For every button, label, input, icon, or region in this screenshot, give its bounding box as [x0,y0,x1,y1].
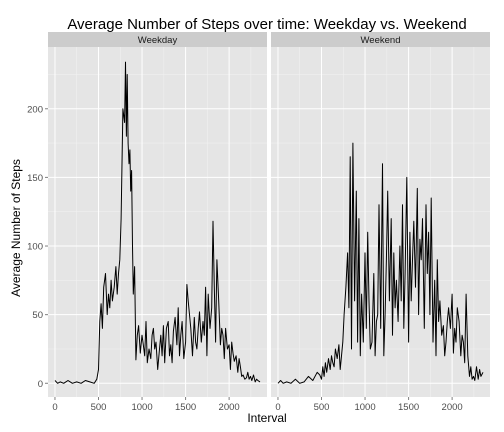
y-tick-label: 200 [27,104,43,115]
y-tick-label: 150 [27,173,43,184]
x-tick-label: 500 [91,402,107,413]
strip-label-weekend: Weekend [361,35,401,46]
x-tick-label: 1000 [354,402,375,413]
panel-background-weekend [271,47,490,397]
x-tick-label: 0 [275,402,280,413]
panels-group: Weekday 0 500 1000 1500 2000 0 50 100 150 200 Weeke… [27,32,490,413]
y-tick-label: 100 [27,242,43,253]
x-tick-label: 0 [52,402,57,413]
chart-title: Average Number of Steps over time: Weekd… [67,16,466,33]
series-line-weekday [54,61,261,384]
x-tick-label: 1000 [131,402,152,413]
x-tick-label: 2000 [442,402,463,413]
x-tick-label: 1500 [175,402,196,413]
x-axis-title: Interval [247,411,286,425]
strip-weekday [48,32,267,47]
strip-weekend [271,32,490,47]
panel-background-weekday [48,47,267,397]
x-tick-label: 500 [314,402,330,413]
x-tick-label: 2000 [219,402,240,413]
series-line-weekend [277,142,484,384]
y-axis-title: Average Number of Steps [9,159,23,297]
x-tick-label: 1500 [398,402,419,413]
strip-label-weekday: Weekday [138,35,178,46]
y-tick-label: 50 [32,310,43,321]
y-tick-label: 0 [38,379,43,390]
